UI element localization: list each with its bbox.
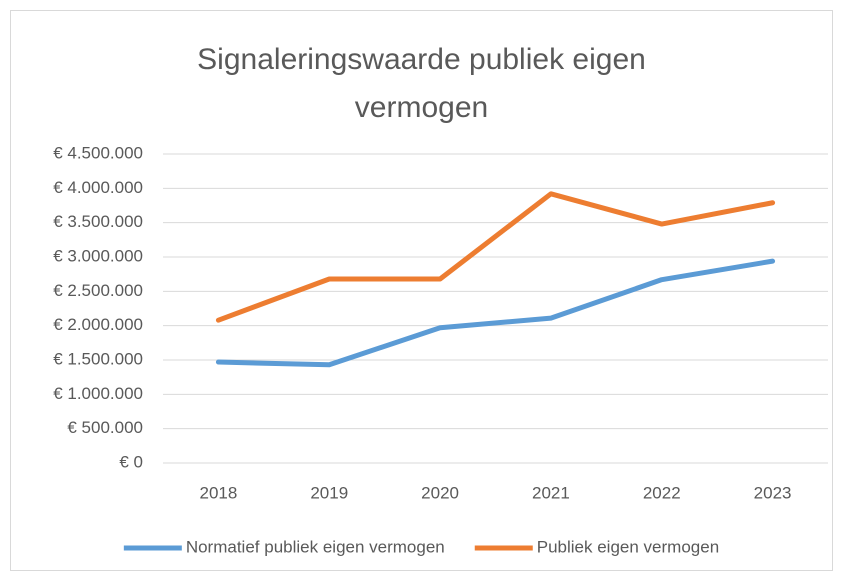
y-tick-label: € 1.500.000 <box>53 349 143 368</box>
legend-label: Normatief publiek eigen vermogen <box>186 537 445 556</box>
y-tick-label: € 1.000.000 <box>53 384 143 403</box>
y-tick-label: € 0 <box>119 452 143 471</box>
legend-label: Publiek eigen vermogen <box>537 537 719 556</box>
y-tick-label: € 3.500.000 <box>53 212 143 231</box>
x-tick-label: 2019 <box>310 483 348 502</box>
chart-title: Signaleringswaarde publiek eigen vermoge… <box>197 43 646 124</box>
x-tick-label: 2021 <box>532 483 570 502</box>
x-tick-label: 2020 <box>421 483 459 502</box>
series-line <box>215 258 776 368</box>
series-line <box>215 191 776 323</box>
y-tick-label: € 4.500.000 <box>53 143 143 162</box>
y-tick-label: € 500.000 <box>67 418 143 437</box>
x-tick-label: 2022 <box>643 483 681 502</box>
y-tick-label: € 2.500.000 <box>53 281 143 300</box>
chart-border <box>10 10 833 571</box>
y-tick-label: € 2.000.000 <box>53 315 143 334</box>
y-tick-label: € 4.000.000 <box>53 178 143 197</box>
x-tick-label: 2018 <box>200 483 238 502</box>
x-tick-label: 2023 <box>754 483 792 502</box>
y-tick-label: € 3.000.000 <box>53 246 143 265</box>
